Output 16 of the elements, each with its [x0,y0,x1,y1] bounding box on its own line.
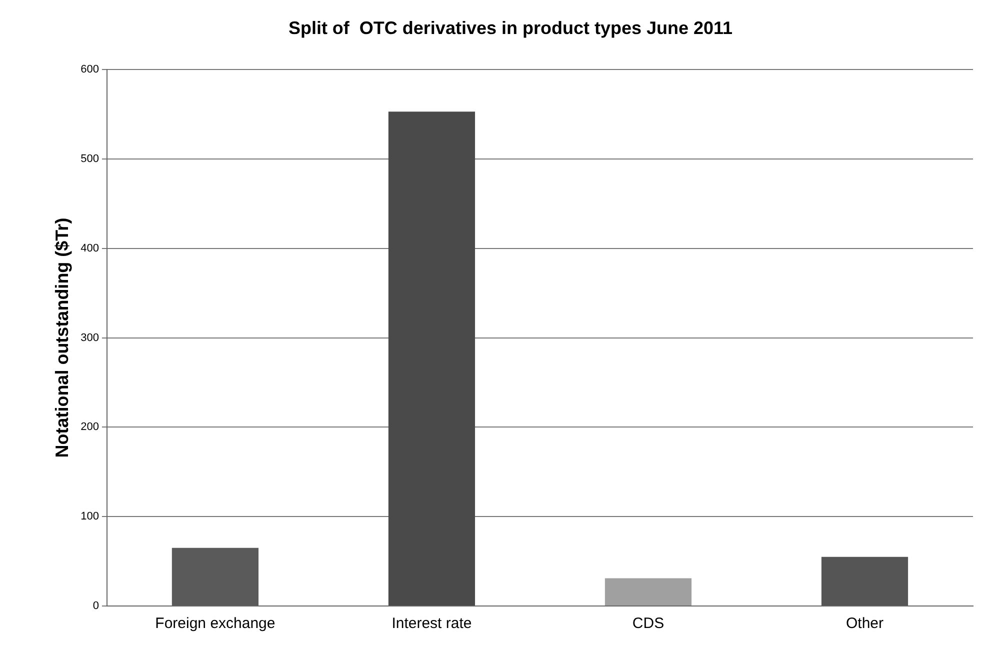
x-tick-label: CDS [632,615,664,632]
bar [388,112,476,606]
x-tick-label: Interest rate [392,615,472,632]
y-tick-label: 200 [80,421,99,434]
y-tick-label: 0 [92,600,99,612]
x-tick-label: Foreign exchange [155,615,276,632]
y-tick-label: 100 [80,510,99,523]
bar [821,556,908,606]
bar [604,578,692,606]
chart-title: Split of OTC derivatives in product types June 2011 [288,18,733,38]
y-tick-label: 500 [80,153,99,166]
y-tick-label: 400 [80,242,99,254]
x-tick-label: Other [846,615,884,632]
y-axis-title: Notational outstanding ($Tr) [52,218,72,458]
y-tick-label: 600 [80,64,99,76]
y-tick-label: 300 [80,332,99,344]
